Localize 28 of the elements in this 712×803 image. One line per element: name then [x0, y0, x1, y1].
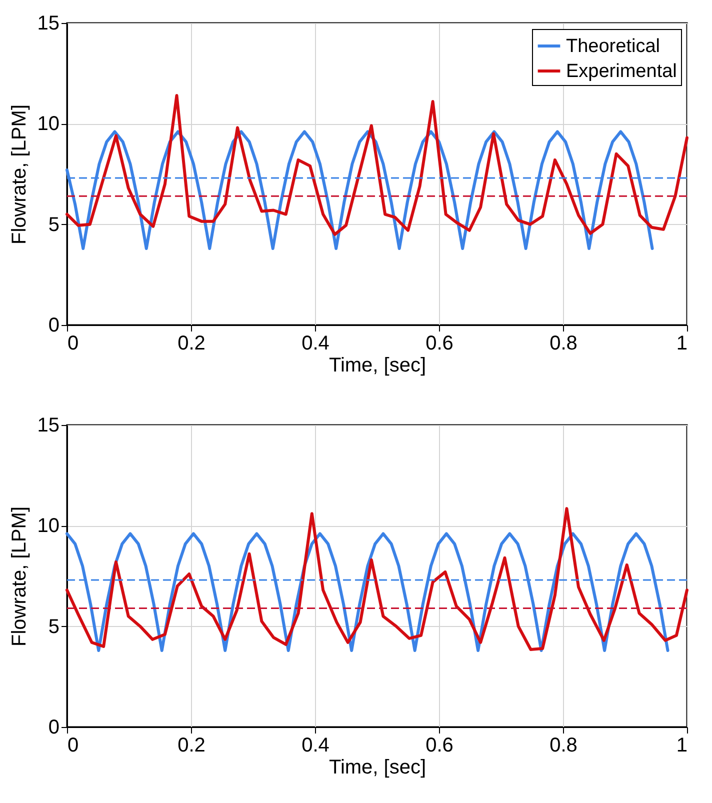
y-tick-label: 5 — [48, 214, 60, 236]
y-tick-label: 5 — [48, 616, 60, 638]
x-tick-label: 0.8 — [550, 734, 578, 756]
legend-label: Theoretical — [566, 36, 660, 57]
x-tick-label: 1 — [676, 332, 688, 354]
x-tick-label: 0 — [68, 332, 79, 354]
x-tick-label: 0.2 — [178, 734, 206, 756]
y-tick-label: 15 — [37, 414, 60, 436]
x-tick-label: 0.8 — [550, 332, 578, 354]
line-series — [66, 507, 688, 651]
line-series — [66, 94, 688, 236]
legend-label: Experimental — [566, 61, 677, 82]
y-tick-label: 15 — [37, 12, 60, 34]
y-axis-title: Flowrate, [LPM] — [8, 506, 30, 647]
y-axis-title: Flowrate, [LPM] — [8, 104, 30, 245]
x-tick-label: 0 — [68, 734, 79, 756]
x-axis-title: Time, [sec] — [328, 756, 426, 778]
y-tick-label: 0 — [48, 716, 60, 738]
x-tick-label: 0.4 — [302, 734, 330, 756]
x-axis-title: Time, [sec] — [328, 354, 426, 376]
x-tick-label: 0.2 — [178, 332, 206, 354]
x-tick-label: 1 — [676, 734, 688, 756]
y-tick-label: 10 — [37, 113, 60, 136]
y-tick-label: 10 — [37, 515, 60, 538]
x-tick-label: 0.6 — [426, 332, 454, 354]
x-tick-label: 0.4 — [302, 332, 330, 354]
x-tick-label: 0.6 — [426, 734, 454, 756]
y-tick-label: 0 — [48, 314, 60, 336]
